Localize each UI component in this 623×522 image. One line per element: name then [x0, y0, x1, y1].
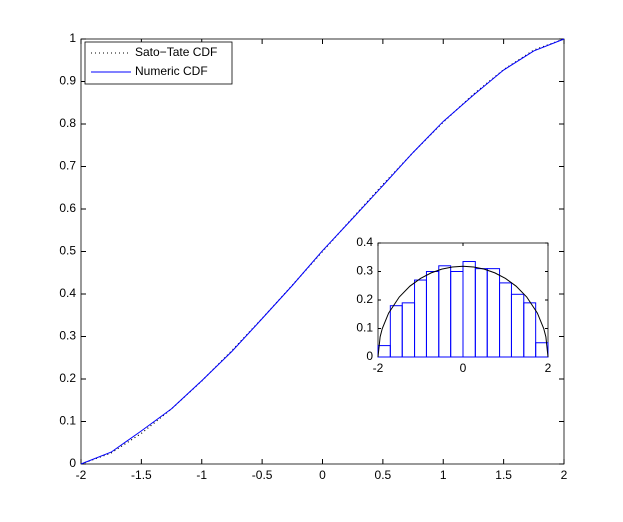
x-tick-label: -2 — [373, 361, 384, 375]
y-tick-label: 0 — [366, 349, 373, 363]
x-tick-label: 2 — [561, 468, 568, 482]
y-tick-label: 0.1 — [59, 414, 76, 428]
y-tick-label: 0.4 — [59, 286, 76, 300]
x-tick-label: -1 — [196, 468, 207, 482]
legend-label: Numeric CDF — [135, 64, 208, 78]
x-tick-label: -1.5 — [131, 468, 152, 482]
x-tick-label: 1 — [440, 468, 447, 482]
y-tick-label: 0.5 — [59, 244, 76, 258]
x-tick-label: 0.5 — [375, 468, 392, 482]
cdf-line — [80, 38, 565, 465]
x-tick-label: -0.5 — [252, 468, 273, 482]
x-tick-label: 2 — [545, 361, 552, 375]
y-tick-label: 0.4 — [356, 235, 373, 249]
y-tick-label: 0.2 — [59, 371, 76, 385]
y-tick-label: 0.3 — [356, 264, 373, 278]
y-tick-label: 0.9 — [59, 74, 76, 88]
y-tick-label: 0.8 — [59, 116, 76, 130]
x-tick-label: -2 — [76, 468, 87, 482]
density-curve — [377, 265, 549, 358]
x-tick-label: 0 — [460, 361, 467, 375]
histogram-bar — [535, 342, 549, 358]
cdf-line — [80, 38, 565, 465]
y-tick-label: 0.6 — [59, 201, 76, 215]
histogram-bar — [523, 302, 537, 358]
x-tick-label: 0 — [319, 468, 326, 482]
legend-label: Sato−Tate CDF — [135, 45, 217, 59]
x-tick-label: 1.5 — [495, 468, 512, 482]
y-tick-label: 1 — [69, 31, 76, 45]
y-tick-label: 0.1 — [356, 321, 373, 335]
y-tick-label: 0 — [69, 456, 76, 470]
y-tick-label: 0.3 — [59, 329, 76, 343]
y-tick-label: 0.7 — [59, 159, 76, 173]
y-tick-label: 0.2 — [356, 292, 373, 306]
legend-box — [84, 41, 233, 85]
